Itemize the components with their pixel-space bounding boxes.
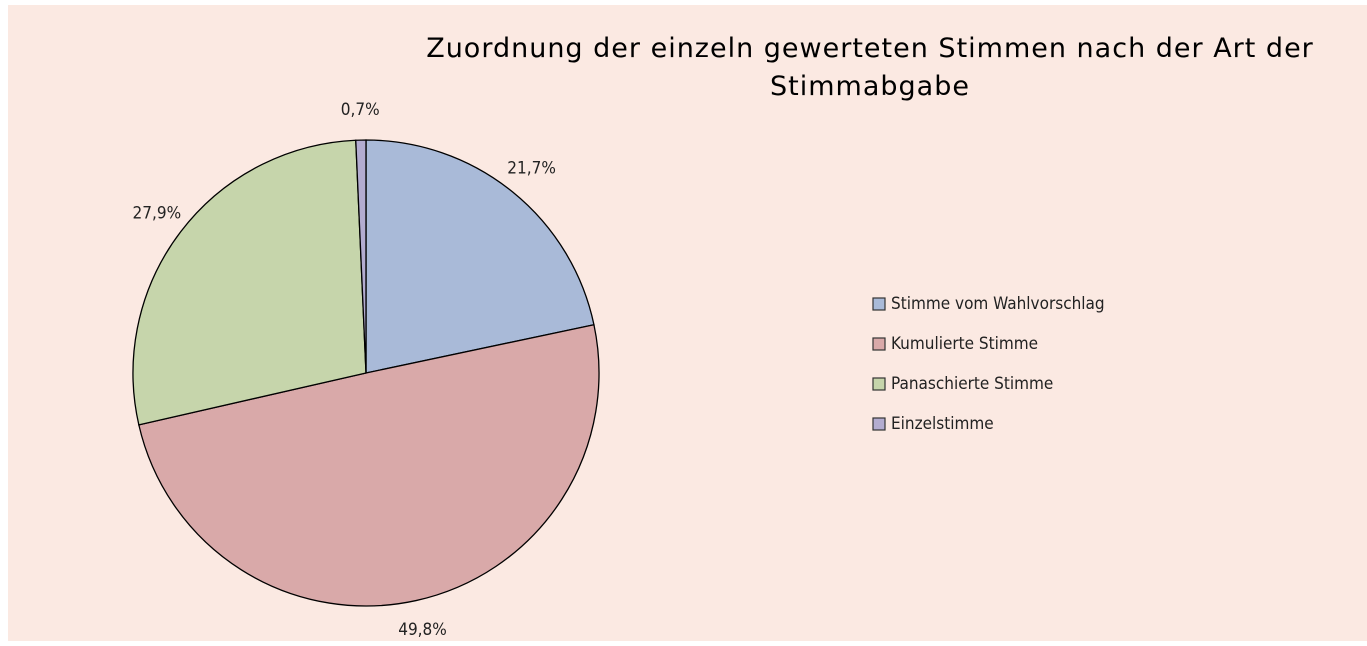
data-label: 0,7%	[341, 100, 380, 120]
data-label: 21,7%	[507, 159, 556, 179]
legend-swatch	[872, 377, 886, 391]
pie-slice	[138, 323, 600, 607]
data-label: 27,9%	[133, 204, 182, 224]
legend-swatch	[872, 337, 886, 351]
legend-label: Stimme vom Wahlvorschlag	[891, 294, 1105, 314]
pie-slice	[355, 139, 367, 374]
chart-title: Zuordnung der einzeln gewerteten Stimmen…	[426, 33, 1314, 102]
pie-slice	[365, 139, 595, 374]
legend-label: Panaschierte Stimme	[891, 374, 1053, 394]
data-label: 49,8%	[398, 620, 447, 640]
legend-swatch	[872, 297, 886, 311]
legend-swatch	[872, 417, 886, 431]
pie-slice	[132, 139, 367, 426]
legend-label: Einzelstimme	[891, 414, 994, 434]
legend-label: Kumulierte Stimme	[891, 334, 1038, 354]
